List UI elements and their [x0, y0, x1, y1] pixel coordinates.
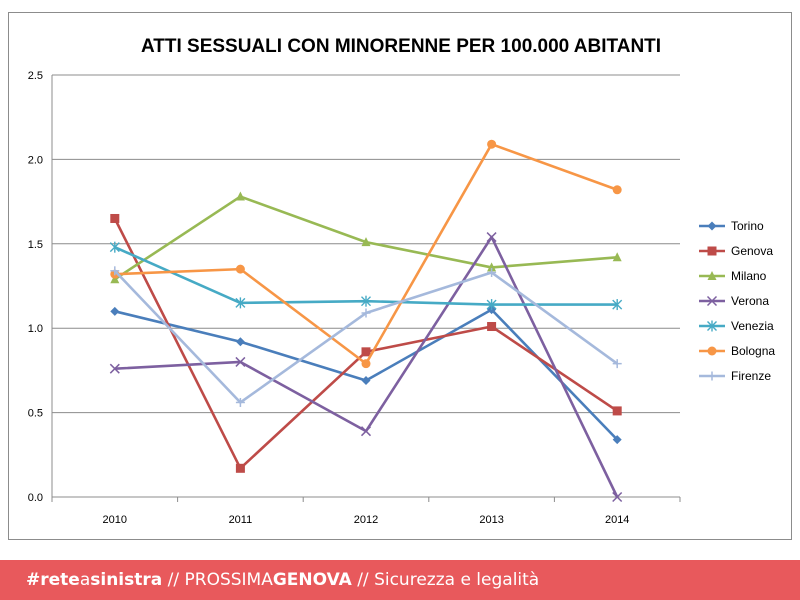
- footer-hashtag-part1: #rete: [26, 570, 80, 590]
- y-tick-label: 2.0: [28, 154, 43, 166]
- data-point-milano: [235, 191, 245, 201]
- data-point-genova: [361, 347, 371, 357]
- legend-label-verona: Verona: [731, 294, 769, 308]
- legend-marker-venezia: [707, 320, 717, 332]
- data-point-venezia: [612, 299, 623, 311]
- x-tick-label: 2012: [354, 514, 378, 526]
- data-point-firenze: [361, 308, 371, 318]
- footer-project-part2: GENOVA: [272, 570, 352, 590]
- series-line-torino: [114, 308, 619, 441]
- data-point-verona: [486, 232, 497, 243]
- footer-banner: #reteasinistra // PROSSIMAGENOVA // Sicu…: [0, 560, 800, 600]
- y-tick-label: 2.5: [28, 70, 43, 82]
- data-point-verona: [235, 356, 246, 367]
- data-point-bologna: [235, 264, 245, 274]
- data-point-genova: [487, 322, 497, 332]
- data-point-verona: [360, 426, 372, 437]
- footer-hashtag-part2: a: [79, 570, 91, 590]
- legend-marker-milano: [707, 271, 717, 280]
- footer-project-part1: PROSSIMA: [184, 570, 273, 590]
- x-tick-label: 2011: [229, 514, 253, 526]
- data-point-firenze: [487, 267, 497, 277]
- footer-topic: Sicurezza e legalità: [374, 570, 540, 590]
- footer-separator-2: //: [351, 570, 375, 590]
- data-point-venezia: [235, 297, 246, 309]
- data-point-torino: [235, 337, 245, 347]
- legend-marker-genova: [707, 246, 717, 256]
- legend-marker-firenze: [707, 371, 717, 381]
- legend-marker-torino: [707, 221, 717, 231]
- footer-separator-1: //: [162, 570, 185, 590]
- data-point-venezia: [109, 241, 120, 253]
- data-point-genova: [110, 213, 120, 223]
- data-point-bologna: [612, 185, 622, 195]
- x-tick-label: 2010: [103, 514, 127, 526]
- data-point-firenze: [110, 266, 120, 276]
- legend-label-torino: Torino: [731, 219, 764, 233]
- data-point-firenze: [612, 359, 622, 369]
- data-point-milano: [612, 252, 622, 262]
- legend-label-genova: Genova: [731, 244, 773, 258]
- legend-label-milano: Milano: [731, 269, 767, 283]
- legend-label-bologna: Bologna: [731, 344, 775, 358]
- legend-marker-verona: [706, 295, 718, 307]
- legend-label-venezia: Venezia: [731, 319, 774, 333]
- data-point-bologna: [487, 139, 497, 149]
- chart-title: ATTI SESSUALI CON MINORENNE PER 100.000 …: [141, 36, 661, 57]
- data-point-torino: [612, 435, 622, 445]
- data-point-verona: [109, 363, 120, 374]
- data-point-venezia: [361, 295, 371, 307]
- data-point-milano: [361, 237, 371, 247]
- data-point-genova: [235, 463, 245, 473]
- x-tick-label: 2014: [605, 514, 629, 526]
- footer-hashtag-part3: sinistra: [90, 570, 163, 590]
- data-point-milano: [487, 262, 497, 272]
- y-tick-label: 1.0: [28, 323, 43, 335]
- data-point-torino: [110, 306, 120, 316]
- line-chart: ATTI SESSUALI CON MINORENNE PER 100.000 …: [28, 36, 776, 526]
- y-tick-label: 1.5: [28, 239, 43, 251]
- data-point-bologna: [361, 359, 371, 369]
- data-point-genova: [612, 406, 622, 416]
- data-point-verona: [612, 491, 623, 503]
- y-tick-label: 0.0: [28, 492, 43, 504]
- data-point-firenze: [235, 397, 245, 407]
- y-tick-label: 0.5: [28, 408, 43, 420]
- data-point-torino: [361, 376, 371, 386]
- data-point-venezia: [486, 299, 497, 311]
- legend-marker-bologna: [707, 346, 717, 356]
- data-point-milano: [110, 274, 120, 284]
- legend-label-firenze: Firenze: [731, 369, 771, 383]
- chart-frame: ATTI SESSUALI CON MINORENNE PER 100.000 …: [8, 12, 792, 540]
- x-tick-label: 2013: [479, 514, 503, 526]
